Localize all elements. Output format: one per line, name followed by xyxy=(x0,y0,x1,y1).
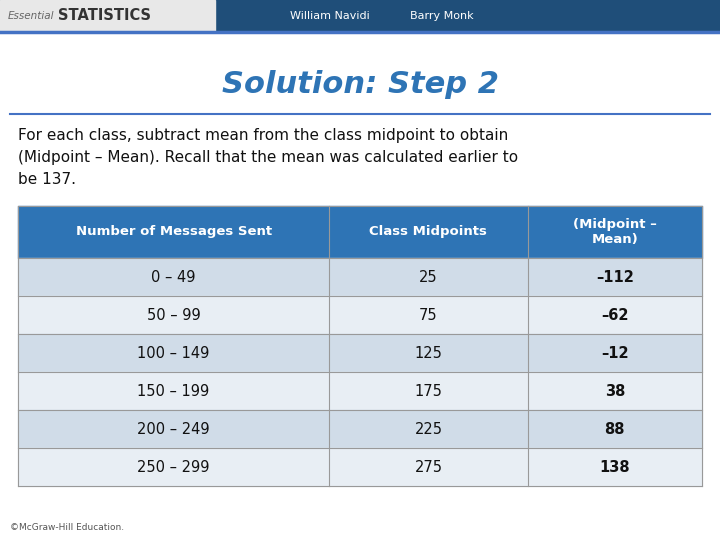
Text: Class Midpoints: Class Midpoints xyxy=(369,226,487,239)
Text: 175: 175 xyxy=(415,383,442,399)
Bar xyxy=(18,448,329,486)
Bar xyxy=(329,372,528,410)
Text: 25: 25 xyxy=(419,269,438,285)
Text: 0 – 49: 0 – 49 xyxy=(151,269,196,285)
Bar xyxy=(329,206,528,258)
Bar xyxy=(528,296,702,334)
Bar xyxy=(18,296,329,334)
Text: 88: 88 xyxy=(605,422,625,436)
Text: (Midpoint –
Mean): (Midpoint – Mean) xyxy=(573,218,657,246)
Bar xyxy=(18,372,329,410)
Bar xyxy=(528,372,702,410)
Bar xyxy=(18,334,329,372)
Text: 75: 75 xyxy=(419,307,438,322)
Bar xyxy=(18,410,329,448)
Text: –12: –12 xyxy=(601,346,629,361)
Text: 275: 275 xyxy=(415,460,442,475)
Text: 200 – 249: 200 – 249 xyxy=(138,422,210,436)
Text: –112: –112 xyxy=(596,269,634,285)
Text: 138: 138 xyxy=(600,460,630,475)
Text: For each class, subtract mean from the class midpoint to obtain: For each class, subtract mean from the c… xyxy=(18,128,508,143)
Bar xyxy=(329,334,528,372)
Text: 100 – 149: 100 – 149 xyxy=(138,346,210,361)
Text: 150 – 199: 150 – 199 xyxy=(138,383,210,399)
Bar xyxy=(18,206,329,258)
Bar xyxy=(0,0,215,32)
Bar xyxy=(528,410,702,448)
Bar xyxy=(528,448,702,486)
Text: 50 – 99: 50 – 99 xyxy=(147,307,200,322)
Bar xyxy=(528,206,702,258)
Text: 125: 125 xyxy=(415,346,442,361)
Bar xyxy=(329,296,528,334)
Text: –62: –62 xyxy=(601,307,629,322)
Bar xyxy=(329,448,528,486)
Bar xyxy=(329,410,528,448)
Text: Number of Messages Sent: Number of Messages Sent xyxy=(76,226,271,239)
Text: ©McGraw-Hill Education.: ©McGraw-Hill Education. xyxy=(10,523,124,532)
Text: (Midpoint – Mean). Recall that the mean was calculated earlier to: (Midpoint – Mean). Recall that the mean … xyxy=(18,150,518,165)
Text: 250 – 299: 250 – 299 xyxy=(138,460,210,475)
Bar xyxy=(528,258,702,296)
Text: STATISTICS: STATISTICS xyxy=(58,9,151,24)
Text: 38: 38 xyxy=(605,383,625,399)
Bar xyxy=(528,334,702,372)
Text: Barry Monk: Barry Monk xyxy=(410,11,474,21)
Text: 225: 225 xyxy=(415,422,442,436)
Bar xyxy=(329,258,528,296)
Text: Solution: Step 2: Solution: Step 2 xyxy=(222,70,498,99)
Bar xyxy=(18,258,329,296)
Text: William Navidi: William Navidi xyxy=(290,11,370,21)
Bar xyxy=(0,0,720,32)
Text: be 137.: be 137. xyxy=(18,172,76,187)
Text: Essential: Essential xyxy=(8,11,55,21)
